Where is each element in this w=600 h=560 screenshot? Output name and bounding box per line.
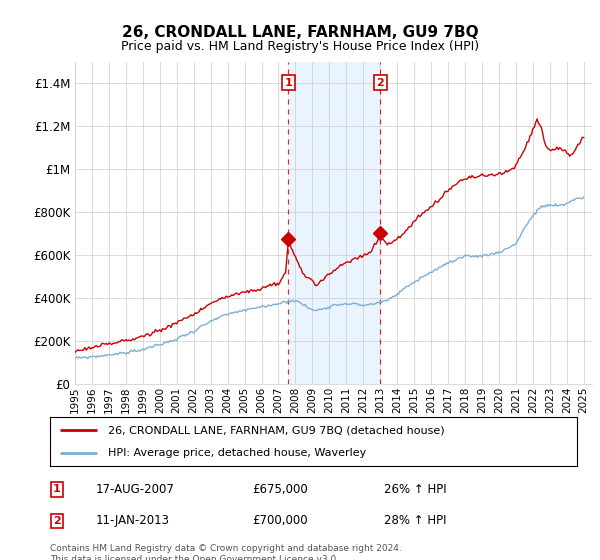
Text: HPI: Average price, detached house, Waverley: HPI: Average price, detached house, Wave… xyxy=(108,448,366,458)
Text: 1: 1 xyxy=(53,484,61,494)
Text: 2: 2 xyxy=(376,77,384,87)
Text: 2: 2 xyxy=(53,516,61,526)
Text: Price paid vs. HM Land Registry's House Price Index (HPI): Price paid vs. HM Land Registry's House … xyxy=(121,40,479,53)
Text: 26, CRONDALL LANE, FARNHAM, GU9 7BQ (detached house): 26, CRONDALL LANE, FARNHAM, GU9 7BQ (det… xyxy=(108,426,445,436)
Text: 28% ↑ HPI: 28% ↑ HPI xyxy=(384,514,446,528)
Text: 11-JAN-2013: 11-JAN-2013 xyxy=(96,514,170,528)
Text: £675,000: £675,000 xyxy=(252,483,308,496)
Text: Contains HM Land Registry data © Crown copyright and database right 2024.
This d: Contains HM Land Registry data © Crown c… xyxy=(50,544,401,560)
Text: 26, CRONDALL LANE, FARNHAM, GU9 7BQ: 26, CRONDALL LANE, FARNHAM, GU9 7BQ xyxy=(122,25,478,40)
Text: 17-AUG-2007: 17-AUG-2007 xyxy=(96,483,175,496)
Bar xyxy=(289,62,380,384)
Text: 26% ↑ HPI: 26% ↑ HPI xyxy=(384,483,446,496)
Text: 1: 1 xyxy=(284,77,292,87)
Text: £700,000: £700,000 xyxy=(252,514,308,528)
